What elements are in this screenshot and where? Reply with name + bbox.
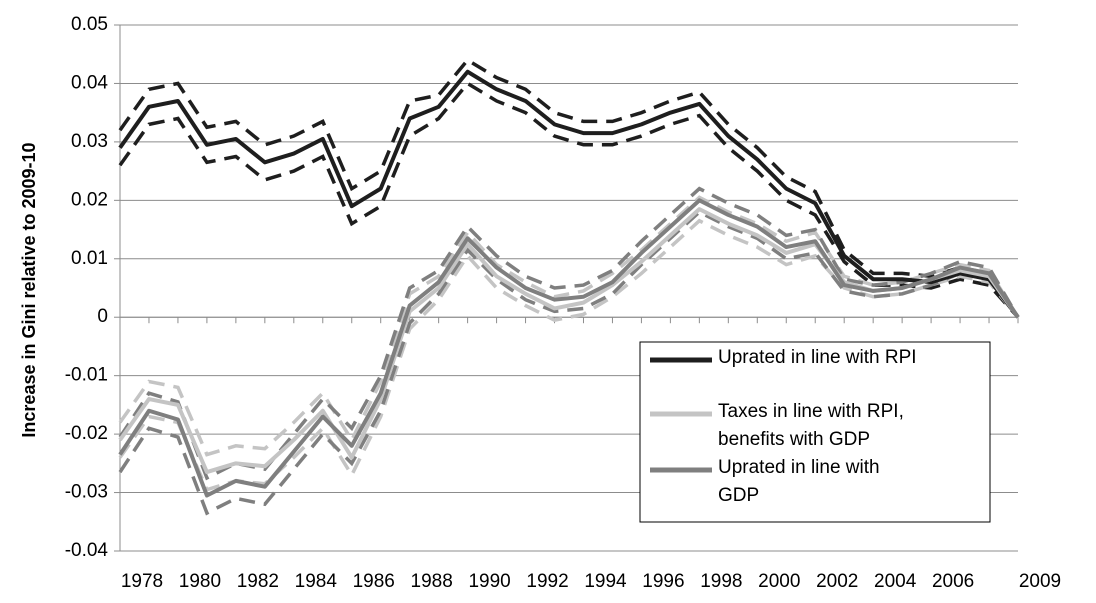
y-tick-label: -0.02 — [65, 423, 108, 444]
x-tick-label: 1978 — [121, 571, 163, 592]
x-tick-label: 1986 — [353, 571, 395, 592]
band-line — [118, 195, 1020, 457]
band-line — [118, 81, 1020, 319]
x-tick-label: 2006 — [932, 571, 974, 592]
x-tick-label: 1984 — [295, 571, 338, 592]
band-line — [118, 209, 1020, 516]
y-tick-label: 0.05 — [71, 14, 108, 35]
x-tick-label: 2004 — [874, 571, 917, 592]
x-tick-label: 2009 — [1019, 571, 1061, 592]
x-tick-label: 1982 — [237, 571, 279, 592]
x-tick-label: 2000 — [758, 571, 800, 592]
x-tick-label: 1980 — [179, 571, 221, 592]
legend-box — [639, 341, 991, 523]
y-tick-label: 0.04 — [71, 72, 108, 93]
x-tick-label: 1996 — [642, 571, 684, 592]
y-tick-label: 0 — [97, 306, 108, 327]
band-line — [118, 218, 1020, 492]
series-line — [118, 69, 1020, 319]
band-line — [118, 57, 1020, 319]
legend-label: Uprated in line with RPI — [718, 347, 917, 368]
series-line — [118, 198, 1020, 498]
x-tick-label: 1988 — [411, 571, 453, 592]
x-tick-label: 1990 — [468, 571, 510, 592]
y-tick-label: -0.04 — [65, 540, 109, 561]
y-tick-label: 0.03 — [71, 131, 108, 152]
y-tick-label: -0.01 — [65, 365, 108, 386]
legend-label: Uprated in line with GDP — [718, 457, 880, 506]
y-tick-label: 0.02 — [71, 189, 108, 210]
y-axis-title: Increase in Gini relative to 2009-10 — [19, 142, 39, 437]
x-tick-label: 2002 — [816, 571, 858, 592]
y-tick-label: -0.03 — [65, 482, 108, 503]
legend-label: Taxes in line with RPI, benefits with GD… — [718, 401, 904, 450]
y-tick-label: 0.01 — [71, 248, 108, 269]
x-tick-label: 1998 — [700, 571, 742, 592]
x-tick-label: 1994 — [584, 571, 627, 592]
x-tick-label: 1992 — [526, 571, 568, 592]
